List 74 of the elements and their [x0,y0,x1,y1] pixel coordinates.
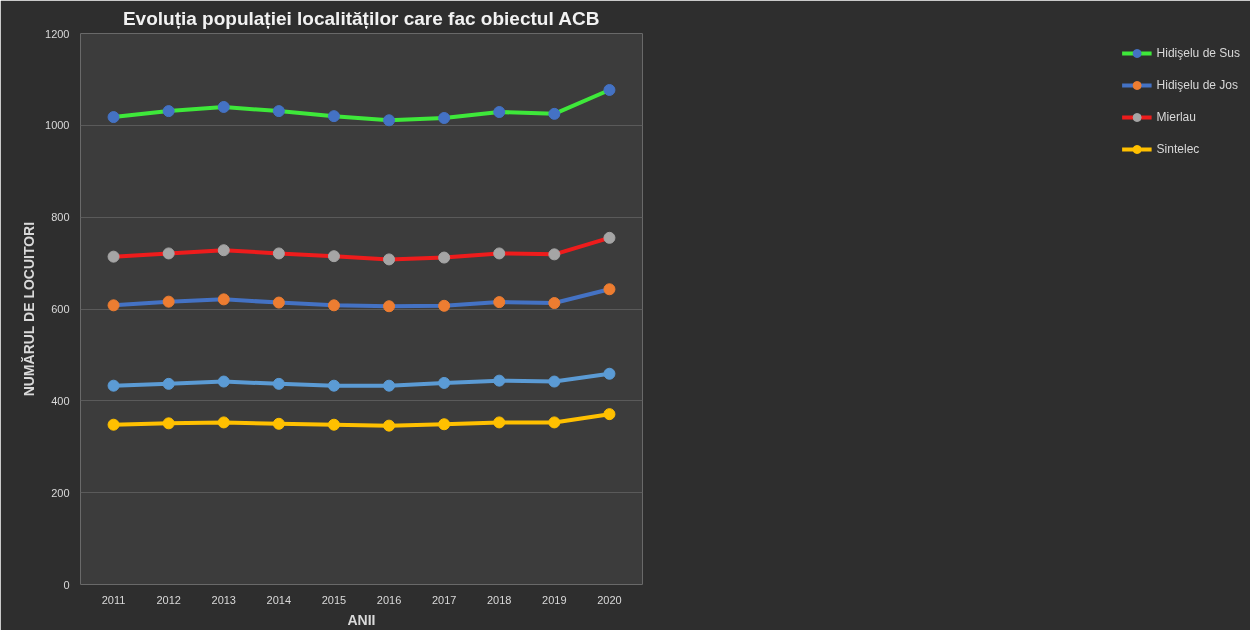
x-tick-label: 2013 [211,593,236,606]
x-tick-label: 2020 [597,593,622,606]
y-tick-label: 1000 [45,119,70,132]
point [603,83,616,96]
point [603,408,616,421]
point [603,283,616,296]
point [107,111,120,124]
point [603,231,616,244]
point [383,300,396,313]
x-tick-label: 2019 [542,593,567,606]
y-tick-label: 600 [51,303,70,315]
point [493,296,506,309]
x-tick-label: 2012 [156,593,181,606]
point [548,297,561,310]
point [438,112,451,124]
point [327,299,340,312]
point [493,374,506,387]
point [603,367,616,380]
point [438,251,451,264]
x-axis-title: ANII [347,611,376,628]
point [438,376,451,389]
point [493,416,506,429]
x-tick-label: 2011 [101,593,126,606]
point [217,375,230,388]
point [548,375,561,388]
point [272,417,285,430]
point [548,248,561,261]
point [162,377,175,390]
x-tick-label: 2017 [431,593,457,606]
y-tick-label: 400 [51,394,70,407]
point [493,247,506,260]
x-tick-label: 2016 [376,593,402,606]
point [162,417,175,430]
point [107,299,120,312]
point [217,416,230,429]
point [493,106,506,119]
point [162,105,175,118]
y-tick-label: 800 [51,211,70,224]
y-axis-title: NUMĂRUL DE LOCUITORI [21,221,38,397]
point [107,250,120,263]
point [327,250,340,263]
x-tick-label: 2015 [321,593,347,606]
point [162,247,175,260]
point [327,379,340,392]
point [327,110,340,123]
point [272,247,285,260]
point [162,295,175,308]
point [383,114,396,127]
point [438,418,451,431]
chart-title: Evoluția populației localităților care fac obiectul ACB [122,7,600,29]
point [383,419,396,432]
point [327,418,340,431]
point [217,244,230,257]
y-tick-label: 0 [63,578,70,591]
point [217,100,230,113]
point [383,379,396,392]
point [383,253,396,266]
point [217,293,230,306]
y-tick-label: 1200 [45,27,70,40]
x-tick-label: 2014 [266,593,292,606]
legend-label: Sintelec [1156,142,1200,156]
point [548,107,561,120]
point [272,105,285,118]
legend-label: Hidişelu de Sus [1156,46,1240,60]
point [107,379,120,392]
point [438,299,451,312]
point [107,418,120,431]
point [272,296,285,309]
y-tick-label: 200 [51,486,70,499]
x-tick-label: 2018 [487,593,512,606]
point [548,416,561,429]
legend-label: Hidişelu de Jos [1156,78,1238,92]
point [272,377,285,390]
legend-label: Mierlau [1156,110,1196,124]
